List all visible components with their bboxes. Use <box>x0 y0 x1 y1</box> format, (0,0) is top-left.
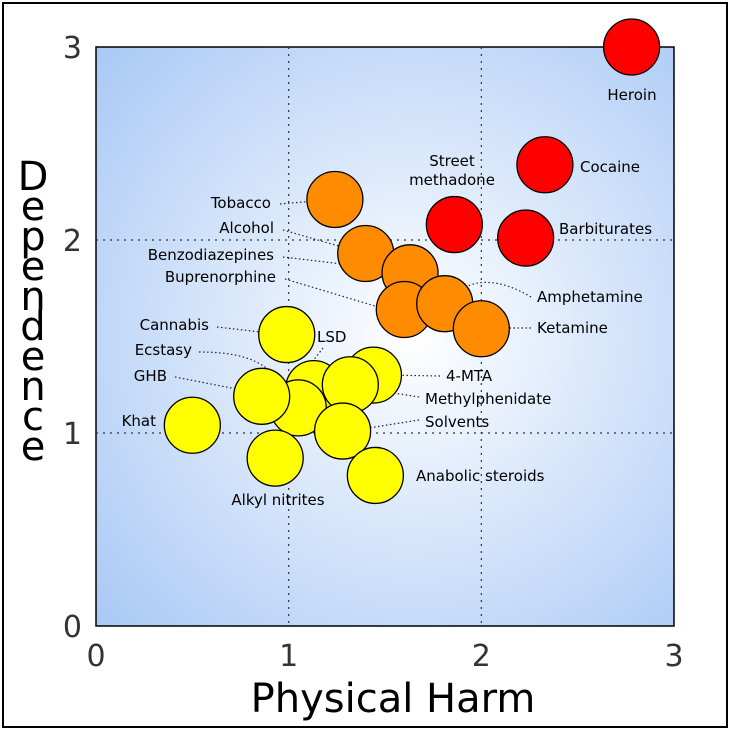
data-label: Heroin <box>607 86 656 104</box>
data-label: Street <box>429 152 475 170</box>
point-heroin <box>602 18 661 76</box>
leader-line <box>282 229 357 252</box>
data-label: Solvents <box>425 413 489 431</box>
y-axis-title-letter: n <box>20 364 45 410</box>
data-label: Barbiturates <box>559 220 652 238</box>
data-label: Cannabis <box>140 316 210 334</box>
y-tick-label: 0 <box>63 610 82 645</box>
data-label: Methylphenidate <box>425 390 551 408</box>
x-axis-title: Physical Harm <box>251 676 536 722</box>
data-label: LSD <box>317 328 346 346</box>
data-label: 4-MTA <box>446 367 493 385</box>
data-label: Alkyl nitrites <box>231 491 324 509</box>
x-tick-label: 2 <box>472 639 491 674</box>
point-barbiturates <box>496 209 555 267</box>
leader-line <box>284 278 396 313</box>
data-label: Ecstasy <box>135 341 192 359</box>
point-cocaine <box>516 136 574 194</box>
data-label: Benzodiazepines <box>148 246 274 264</box>
data-label: Khat <box>122 412 157 430</box>
y-axis-title-letter: c <box>22 394 44 440</box>
y-axis-title-letter: D <box>18 154 49 200</box>
data-points <box>163 18 661 505</box>
y-tick-label: 1 <box>63 417 82 452</box>
point-khat <box>163 396 221 454</box>
data-label: Buprenorphine <box>165 268 276 286</box>
point-ketamine <box>452 300 510 358</box>
data-label: methadone <box>409 171 495 189</box>
y-axis-title-letter: e <box>21 244 46 290</box>
data-label: Ketamine <box>537 319 608 337</box>
data-label: Amphetamine <box>537 288 643 306</box>
point-alkyl-nitrites <box>246 429 304 487</box>
data-label: Cocaine <box>580 158 640 176</box>
y-axis-title-letter: e <box>21 424 46 470</box>
y-axis-title-letter: p <box>20 214 45 260</box>
data-label: Tobacco <box>210 194 271 212</box>
point-cannabis <box>258 305 316 364</box>
data-label: Alcohol <box>219 219 274 237</box>
y-tick-label: 3 <box>63 31 82 66</box>
x-tick-label: 3 <box>664 639 683 674</box>
x-tick-label: 0 <box>86 639 105 674</box>
y-axis-title-letter: e <box>21 334 46 380</box>
point-solvents <box>313 402 372 460</box>
data-label: Anabolic steroids <box>416 467 545 485</box>
point-street-methadone <box>425 195 484 254</box>
y-axis-title-letter: d <box>20 304 45 350</box>
axis-ticks: 0 1 2 3 0 1 2 3 <box>63 31 684 674</box>
y-axis-title-letter: n <box>20 274 45 320</box>
leader-line <box>305 347 324 371</box>
x-tick-label: 1 <box>279 639 298 674</box>
plot-area <box>95 46 675 627</box>
data-label: GHB <box>134 367 167 385</box>
point-tobacco <box>306 170 364 229</box>
point-ghb <box>233 367 291 425</box>
point-anabolic-steroids <box>346 446 405 505</box>
y-tick-label: 2 <box>63 224 82 259</box>
y-axis-title-letter: e <box>21 184 46 230</box>
